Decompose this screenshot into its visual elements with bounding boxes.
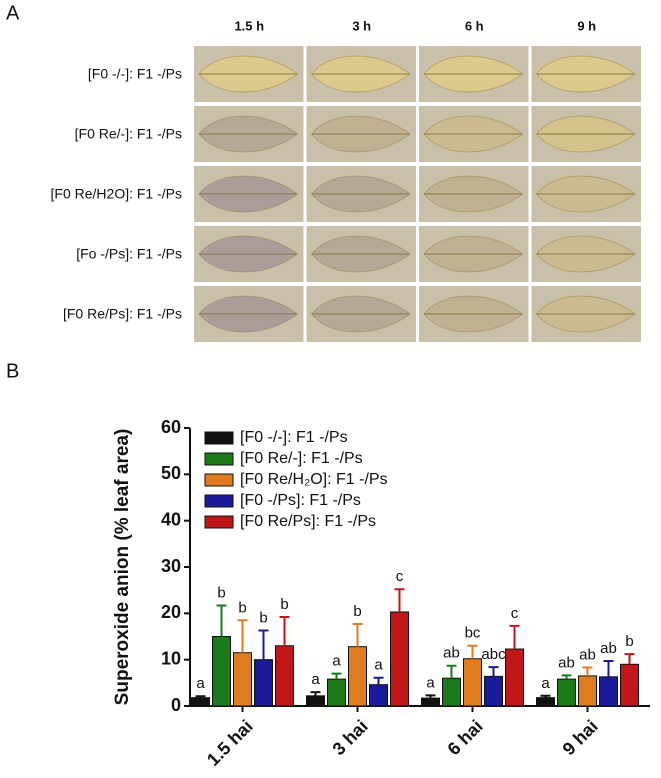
legend-swatch xyxy=(204,515,234,529)
significance-letter: abc xyxy=(481,646,506,663)
bar xyxy=(390,611,409,707)
bar xyxy=(233,652,252,707)
error-bar xyxy=(446,664,457,679)
error-bar xyxy=(352,622,363,647)
bar xyxy=(463,658,482,707)
bar xyxy=(620,663,639,707)
bar xyxy=(348,646,367,707)
legend-swatch xyxy=(204,473,234,487)
error-bar xyxy=(237,619,248,653)
legend-label: [F0 -/-]: F1 -/Ps xyxy=(240,429,348,446)
significance-letter: b xyxy=(217,584,225,601)
row-label: [Fo -/Ps]: F1 -/Ps xyxy=(76,246,182,262)
bar xyxy=(442,677,461,707)
error-bar xyxy=(624,653,635,665)
column-header: 9 h xyxy=(577,18,596,33)
error-bar xyxy=(488,666,499,677)
error-bar xyxy=(373,676,384,685)
error-bar xyxy=(603,660,614,677)
bar xyxy=(421,697,440,707)
error-bar xyxy=(540,694,551,698)
y-tick-label: 50 xyxy=(161,463,181,483)
column-header: 3 h xyxy=(352,18,371,33)
legend-label: [F0 -/Ps]: F1 -/Ps xyxy=(240,492,361,509)
significance-letter: a xyxy=(332,653,341,670)
error-bar xyxy=(279,616,290,646)
significance-letter: a xyxy=(426,674,435,691)
significance-letter: ab xyxy=(600,640,617,657)
y-tick-label: 60 xyxy=(161,417,181,437)
row-label: [F0 Re/Ps]: F1 -/Ps xyxy=(63,306,182,322)
panel-label: B xyxy=(6,360,19,382)
significance-letter: ab xyxy=(558,654,575,671)
significance-letter: a xyxy=(311,671,320,688)
error-bar xyxy=(258,629,269,660)
y-tick-label: 30 xyxy=(161,556,181,576)
bar xyxy=(254,659,273,707)
bar xyxy=(599,676,618,707)
significance-letter: bc xyxy=(465,625,481,642)
x-tick-label: 3 hai xyxy=(329,716,372,759)
legend-label: [F0 Re/-]: F1 -/Ps xyxy=(240,450,363,467)
x-tick-label: 6 hai xyxy=(444,716,487,759)
row-label: [F0 Re/H2O]: F1 -/Ps xyxy=(51,186,182,202)
error-bar xyxy=(561,674,572,680)
error-bar xyxy=(394,588,405,612)
bar xyxy=(327,678,346,707)
legend-swatch xyxy=(204,494,234,508)
y-tick-label: 40 xyxy=(161,509,181,529)
error-bar xyxy=(467,644,478,659)
bar xyxy=(191,697,210,707)
bar xyxy=(212,636,231,707)
significance-letter: a xyxy=(541,675,550,692)
column-header: 1.5 h xyxy=(234,18,264,33)
significance-letter: b xyxy=(353,603,361,620)
panel-label: A xyxy=(6,2,20,24)
bar xyxy=(536,697,555,707)
bar xyxy=(369,684,388,707)
row-label: [F0 Re/-]: F1 -/Ps xyxy=(75,126,182,142)
legend-swatch xyxy=(204,452,234,466)
x-tick-label: 9 hai xyxy=(559,716,602,759)
significance-letter: ab xyxy=(443,645,460,662)
error-bar xyxy=(310,691,321,696)
error-bar xyxy=(331,672,342,680)
y-tick-label: 10 xyxy=(161,648,181,668)
bar xyxy=(275,645,294,707)
significance-letter: c xyxy=(396,568,404,585)
y-axis-label: Superoxide anion (% leaf area) xyxy=(112,429,133,706)
bar xyxy=(306,695,325,707)
bar xyxy=(578,675,597,707)
significance-letter: a xyxy=(374,657,383,674)
column-header: 6 h xyxy=(465,18,484,33)
significance-letter: b xyxy=(259,609,267,626)
significance-letter: c xyxy=(511,605,519,622)
significance-letter: b xyxy=(280,596,288,613)
significance-letter: b xyxy=(238,599,246,616)
error-bar xyxy=(195,695,206,698)
bar xyxy=(484,675,503,707)
significance-letter: ab xyxy=(579,647,596,664)
significance-letter: b xyxy=(625,633,633,650)
y-tick-label: 20 xyxy=(161,602,181,622)
x-tick-label: 1.5 hai xyxy=(203,716,257,770)
legend-label: [F0 Re/H₂O]: F1 -/Ps xyxy=(240,471,388,488)
error-bar xyxy=(216,604,227,637)
bar xyxy=(505,648,524,707)
error-bar xyxy=(425,694,436,699)
y-tick-label: 0 xyxy=(171,695,181,715)
legend-label: [F0 Re/Ps]: F1 -/Ps xyxy=(240,513,376,530)
error-bar xyxy=(509,624,520,650)
error-bar xyxy=(582,666,593,676)
bar xyxy=(557,678,576,707)
significance-letter: a xyxy=(196,675,205,692)
legend-swatch xyxy=(204,431,234,445)
row-label: [F0 -/-]: F1 -/Ps xyxy=(88,66,182,82)
